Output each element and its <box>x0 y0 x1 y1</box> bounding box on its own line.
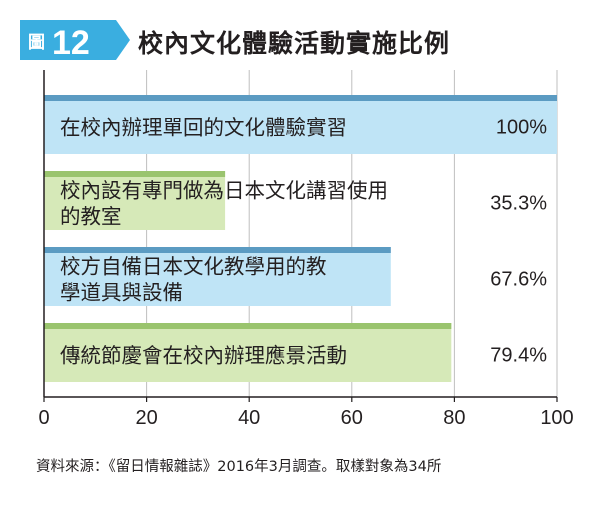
bar-2 <box>44 171 226 230</box>
x-tick-label-100: 100 <box>540 407 573 429</box>
category-label-4-line-1: 傳統節慶會在校內辦理應景活動 <box>60 344 347 368</box>
x-tick-label-0: 0 <box>38 407 49 429</box>
axis-layer: 0 20 40 60 80 100 <box>38 70 574 429</box>
category-label-1-line-1: 在校內辦理單回的文化體驗實習 <box>60 116 347 140</box>
bar-cap-2 <box>44 171 226 177</box>
figure-header: 圖 12 校內文化體驗活動實施比例 <box>20 18 600 62</box>
figure-badge-shape <box>20 20 130 60</box>
figure-badge: 圖 12 <box>20 20 130 62</box>
figure-badge-label: 圖 <box>28 33 45 53</box>
chart-title: 校內文化體驗活動實施比例 <box>138 29 451 58</box>
value-label-4: 79.4% <box>490 345 547 367</box>
value-label-2: 35.3% <box>490 193 547 215</box>
bar-cap-1 <box>44 95 557 101</box>
x-tick-label-80: 80 <box>443 407 465 429</box>
source-note: 資料來源：《留日情報雜誌》2016年3月調查。取樣對象為34所 <box>36 459 442 475</box>
bar-cap-3 <box>44 247 391 253</box>
x-tick-label-20: 20 <box>135 407 157 429</box>
category-label-3-line-1: 校方自備日本文化教學用的教 <box>60 255 327 279</box>
category-label-2-line-2: 的教室 <box>60 205 122 229</box>
bar-3 <box>44 247 391 306</box>
bar-cap-4 <box>44 323 452 329</box>
x-tick-label-40: 40 <box>238 407 260 429</box>
category-label-3-line-2: 學道具與設備 <box>60 281 183 305</box>
value-label-3: 67.6% <box>490 269 547 291</box>
x-tick-label-60: 60 <box>341 407 363 429</box>
figure-badge-number: 12 <box>52 24 90 62</box>
bar-4 <box>44 323 452 382</box>
value-label-1: 100% <box>496 117 547 139</box>
category-label-2-line-1: 校內設有專門做為日本文化講習使用 <box>60 179 388 203</box>
bar-1 <box>44 95 557 154</box>
